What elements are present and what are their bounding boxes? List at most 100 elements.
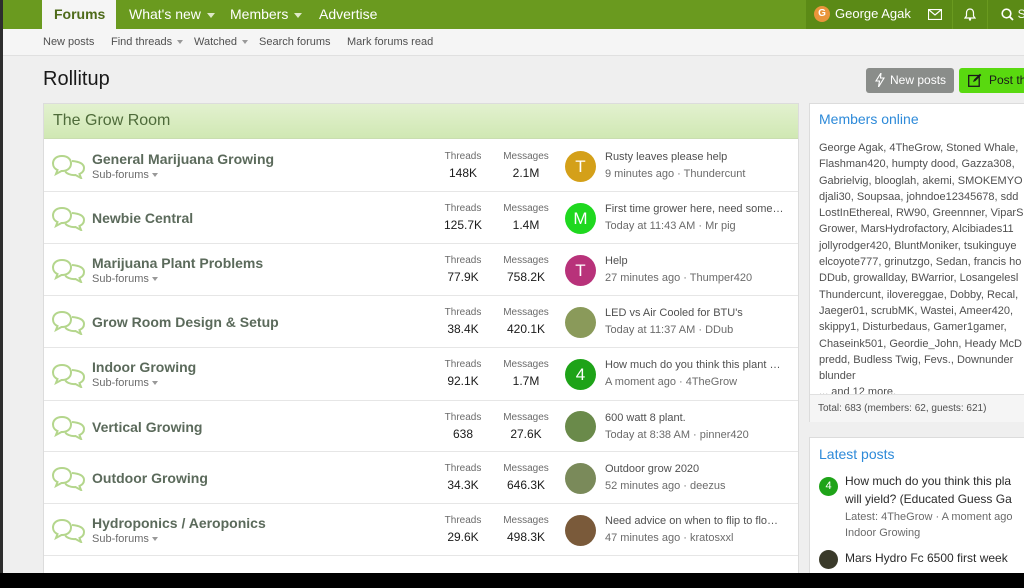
top-navigation: Forums What's new Members Advertise G Ge… (3, 0, 1024, 29)
tab-whats-new[interactable]: What's new (117, 0, 227, 29)
tab-advertise[interactable]: Advertise (307, 0, 389, 29)
threads-label: Threads (444, 515, 482, 526)
alerts-button[interactable] (953, 0, 987, 29)
page-title: Rollitup (43, 68, 110, 90)
forum-title[interactable]: General Marijuana Growing (92, 151, 275, 167)
members-online-title[interactable]: Members online (819, 111, 919, 127)
forum-bubble-icon (51, 153, 86, 181)
subforums-label: Sub-forums (92, 533, 149, 545)
avatar[interactable] (565, 411, 596, 442)
forum-title[interactable]: Marijuana Plant Problems (92, 255, 264, 271)
forum-title[interactable]: Vertical Growing (92, 419, 203, 435)
latest-post-title[interactable]: Mars Hydro Fc 6500 first week (845, 551, 1008, 565)
last-post-meta: Today at 11:43 AM · Mr pig (605, 220, 736, 232)
avatar[interactable]: T (565, 254, 596, 286)
online-member-line[interactable]: djali30, Soupsaa, johndoe12345678, sdd (819, 190, 1019, 203)
avatar[interactable]: 4 (565, 359, 596, 390)
watched-label: Watched (194, 36, 238, 48)
tab-forums-label: Forums (54, 6, 106, 22)
subforums-toggle[interactable]: Sub-forums (92, 377, 158, 389)
online-member-line[interactable]: Chaseink501, Geordie_John, Heady McD (819, 337, 1023, 350)
user-menu[interactable]: G George Agak (806, 0, 924, 29)
forum-bubble-icon (51, 517, 86, 545)
messages-label: Messages (503, 463, 549, 474)
online-member-line[interactable]: George Agak, 4TheGrow, Stoned Whale, (819, 142, 1019, 154)
category-title: The Grow Room (53, 112, 171, 129)
threads-label: Threads (444, 151, 482, 162)
last-post-meta: A moment ago · 4TheGrow (605, 376, 738, 388)
online-member-line[interactable]: Gabrielvig, blooglah, akemi, SMOKEMYO (819, 174, 1023, 187)
bell-icon (963, 8, 977, 21)
tab-members[interactable]: Members (218, 0, 314, 29)
inbox-button[interactable] (918, 0, 952, 29)
avatar[interactable] (565, 514, 596, 546)
last-post-title[interactable]: Need advice on when to flip to flo… (605, 515, 779, 527)
latest-posts-title[interactable]: Latest posts (819, 446, 895, 462)
online-member-line[interactable]: Flashman420, humpty dood, Gazza308, (819, 158, 1015, 171)
subforums-toggle[interactable]: Sub-forums (92, 533, 158, 545)
last-post-title[interactable]: LED vs Air Cooled for BTU's (605, 307, 743, 319)
online-member-line[interactable]: elcoyote777, grinutzgo, Sedan, francis h… (819, 256, 1022, 269)
latest-posts-panel: Latest posts 4 How much do you think thi… (809, 437, 1024, 587)
forum-row[interactable]: Newbie Central Threads 125.7K Messages 1.4M M… (44, 192, 798, 244)
chevron-down-icon (151, 381, 158, 386)
tab-whats-new-label: What's new (129, 6, 201, 22)
forum-row[interactable]: Marijuana Plant Problems Sub-forums Thread… (44, 244, 798, 296)
forum-title[interactable]: Hydroponics / Aeroponics (92, 515, 266, 531)
forum-row[interactable]: General Marijuana Growing Sub-forums Threa… (44, 140, 798, 192)
avatar[interactable]: 4 (819, 477, 838, 496)
new-posts-button[interactable]: New posts (866, 68, 954, 93)
forum-row[interactable]: Vertical Growing Threads 638 Messages 27.6K 6… (44, 401, 798, 452)
latest-post-title[interactable]: How much do you think this pla (845, 474, 1012, 488)
online-member-line[interactable]: jollyrodger420, BluntMoniker, tsukinguye (819, 239, 1017, 252)
subforums-toggle[interactable]: Sub-forums (92, 273, 158, 285)
forum-title[interactable]: Grow Room Design & Setup (92, 314, 279, 330)
search-icon (1001, 8, 1014, 21)
latest-post-title-line2[interactable]: will yield? (Educated Guess Ga (845, 492, 1012, 506)
online-member-line[interactable]: LostInEthereal, RW90, Greennner, ViparS (819, 207, 1024, 220)
forum-title[interactable]: Newbie Central (92, 210, 194, 226)
mark-forums-read-link[interactable]: Mark forums read (347, 36, 434, 48)
tab-forums[interactable]: Forums (42, 0, 116, 29)
forum-row[interactable]: Indoor Growing Sub-forums Threads 92.1K Mess… (44, 348, 798, 401)
avatar[interactable] (819, 550, 838, 569)
online-member-line[interactable]: skippy1, Disturbedaus, Gamer1gamer, (819, 321, 1007, 334)
last-post-title[interactable]: Help (605, 255, 628, 267)
search-button[interactable]: S (988, 0, 1024, 29)
post-thread-button[interactable]: Post th (959, 68, 1024, 93)
online-member-line[interactable]: blunder (819, 370, 856, 383)
forum-row[interactable]: Outdoor Growing Threads 34.3K Messages 646.3… (44, 452, 798, 504)
online-member-line[interactable]: Thundercunt, ilovereggae, Dobby, Recal, (819, 288, 1019, 301)
threads-label: Threads (444, 255, 482, 266)
new-posts-link[interactable]: New posts (43, 36, 95, 48)
forum-title[interactable]: Indoor Growing (92, 359, 197, 375)
forum-title[interactable]: Outdoor Growing (92, 470, 208, 486)
last-post-title[interactable]: First time grower here, need some… (605, 203, 784, 215)
last-post-title[interactable]: 600 watt 8 plant. (605, 412, 686, 424)
latest-post-forum[interactable]: Indoor Growing (845, 527, 921, 539)
forum-row[interactable]: Hydroponics / Aeroponics Sub-forums Thread… (44, 504, 798, 556)
last-post-title[interactable]: Rusty leaves please help (605, 151, 728, 163)
subforums-toggle[interactable]: Sub-forums (92, 169, 158, 181)
online-member-line[interactable]: Jaeger01, scrubMK, Wastei, Ameer420, (819, 304, 1014, 317)
forum-bubble-icon (51, 205, 86, 233)
category-header[interactable]: The Grow Room (44, 104, 798, 139)
avatar[interactable]: M (565, 202, 596, 234)
online-member-line[interactable]: predd, Budless Twig, Fevs., Downunder (819, 353, 1014, 366)
find-threads-link[interactable]: Find threads (111, 29, 184, 55)
online-member-line[interactable]: Grower, MarsHydrofactory, Alcibiades11 (819, 223, 1014, 236)
tab-advertise-label: Advertise (319, 6, 378, 22)
last-post-title[interactable]: Outdoor grow 2020 (605, 463, 700, 475)
forum-row[interactable]: Grow Room Design & Setup Threads 38.4K Mess… (44, 296, 798, 348)
online-member-line[interactable]: DDub, growallday, BWarrior, Losangelesl (819, 272, 1019, 285)
threads-label: Threads (444, 307, 482, 318)
watched-link[interactable]: Watched (194, 29, 249, 55)
threads-label: Threads (444, 463, 482, 474)
last-post-title[interactable]: How much do you think this plant … (605, 359, 781, 371)
window-edge (0, 0, 3, 588)
subforums-label: Sub-forums (92, 377, 149, 389)
avatar[interactable]: T (565, 150, 596, 182)
search-forums-link[interactable]: Search forums (259, 36, 331, 48)
avatar[interactable] (565, 462, 596, 494)
avatar[interactable] (565, 306, 596, 338)
